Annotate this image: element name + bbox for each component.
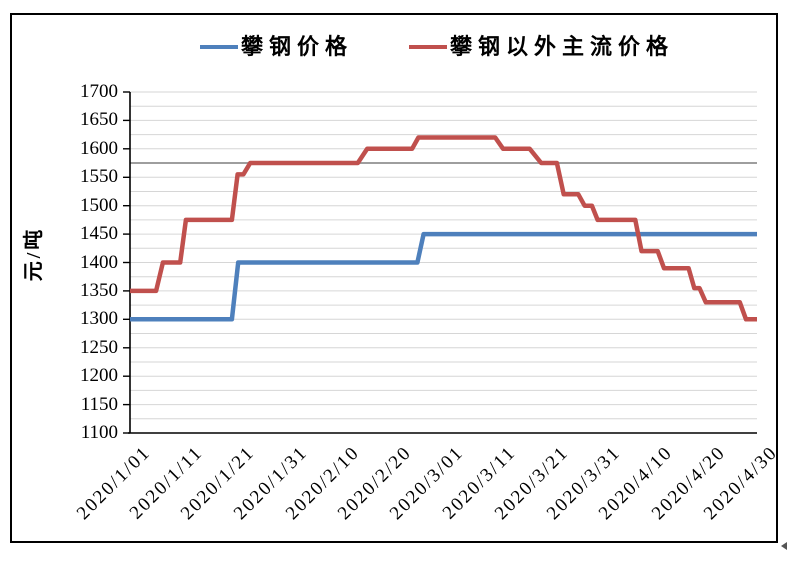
- y-tick-label-1500: 1500: [80, 194, 118, 216]
- y-tick-label-1400: 1400: [80, 251, 118, 273]
- chart-legend: 攀钢价格 攀钢以外主流价格: [200, 33, 674, 61]
- series-line-mainstream: [130, 135, 757, 322]
- y-tick-label-1450: 1450: [80, 223, 118, 245]
- series-line-pangang: [130, 231, 757, 322]
- legend-label-mainstream: 攀钢以外主流价格: [450, 34, 675, 59]
- legend-item-mainstream: 攀钢以外主流价格: [409, 33, 674, 61]
- y-tick-label-1550: 1550: [80, 166, 118, 188]
- legend-line-swatch-blue: [200, 45, 238, 49]
- y-tick-label-1650: 1650: [80, 109, 118, 131]
- y-tick-label-1350: 1350: [80, 279, 118, 301]
- y-tick-label-1300: 1300: [80, 308, 118, 330]
- legend-item-pangang: 攀钢价格: [200, 33, 353, 61]
- y-tick-label-1100: 1100: [80, 422, 118, 443]
- legend-line-swatch-red: [409, 45, 448, 49]
- legend-label-pangang: 攀钢价格: [241, 34, 354, 59]
- y-tick-label-1150: 1150: [80, 393, 118, 415]
- corner-selection-artifact: [781, 542, 787, 550]
- chart-border-frame: [10, 13, 778, 543]
- y-tick-label-1200: 1200: [80, 365, 118, 387]
- y-tick-label-1700: 1700: [80, 81, 118, 102]
- y-tick-label-1600: 1600: [80, 137, 118, 159]
- y-tick-label-1250: 1250: [80, 336, 118, 358]
